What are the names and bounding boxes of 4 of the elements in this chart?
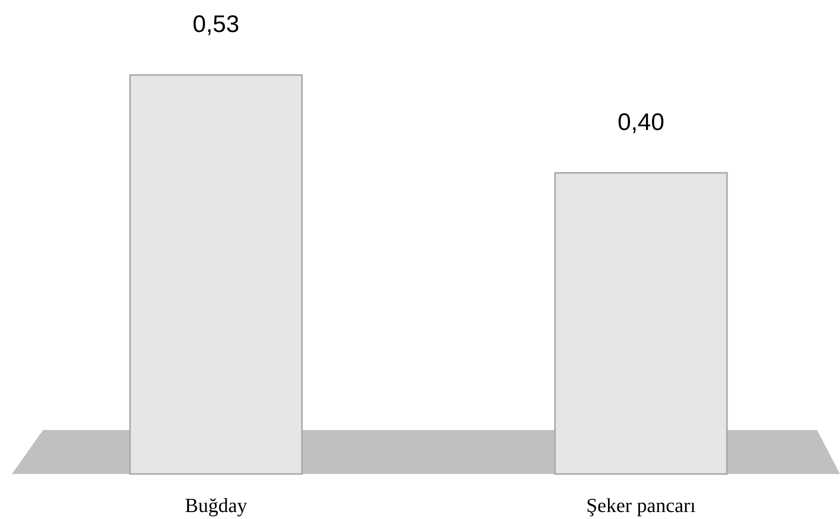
x-tick-label: Şeker pancarı [586,495,696,517]
x-tick-label: Buğday [184,495,248,517]
data-label: 0,40 [618,108,664,136]
data-label: 0,53 [192,11,240,38]
